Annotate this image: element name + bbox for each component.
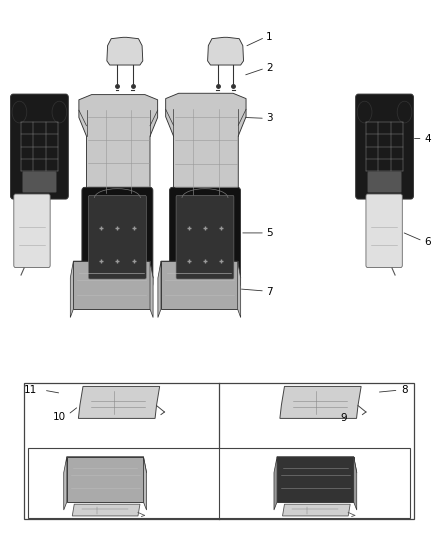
Polygon shape (67, 457, 143, 502)
Text: 7: 7 (266, 287, 273, 297)
Ellipse shape (397, 101, 412, 123)
Polygon shape (283, 504, 350, 516)
Bar (28, 448, 410, 518)
Polygon shape (74, 261, 150, 309)
Ellipse shape (357, 101, 372, 123)
FancyBboxPatch shape (170, 187, 240, 287)
FancyBboxPatch shape (367, 172, 402, 192)
Text: 5: 5 (266, 228, 273, 238)
Polygon shape (158, 261, 161, 318)
Text: 1: 1 (266, 33, 273, 42)
Ellipse shape (12, 101, 27, 123)
Polygon shape (237, 261, 240, 318)
Polygon shape (70, 261, 74, 318)
Bar (24, 383, 414, 519)
Ellipse shape (52, 101, 67, 123)
Polygon shape (72, 504, 140, 516)
FancyBboxPatch shape (88, 195, 146, 279)
Polygon shape (67, 457, 146, 473)
Polygon shape (150, 261, 153, 318)
Polygon shape (280, 386, 361, 418)
Polygon shape (161, 261, 240, 278)
Text: 3: 3 (266, 114, 273, 123)
Polygon shape (277, 457, 357, 473)
Polygon shape (143, 457, 146, 510)
Polygon shape (208, 37, 244, 65)
Polygon shape (277, 457, 354, 502)
Polygon shape (161, 261, 237, 309)
FancyBboxPatch shape (14, 194, 50, 268)
Polygon shape (274, 457, 277, 510)
Polygon shape (166, 93, 246, 200)
FancyBboxPatch shape (22, 172, 57, 192)
Text: 8: 8 (401, 385, 407, 395)
Polygon shape (64, 457, 67, 510)
FancyBboxPatch shape (356, 94, 413, 199)
Polygon shape (107, 37, 143, 65)
Polygon shape (78, 386, 159, 418)
Polygon shape (354, 457, 357, 510)
FancyBboxPatch shape (366, 194, 402, 268)
Text: 6: 6 (424, 237, 431, 247)
Text: 9: 9 (341, 413, 347, 423)
Text: 2: 2 (266, 63, 273, 73)
Text: 4: 4 (424, 134, 431, 143)
FancyBboxPatch shape (82, 187, 153, 287)
Polygon shape (74, 261, 153, 278)
FancyBboxPatch shape (11, 94, 68, 199)
Text: 11: 11 (24, 385, 37, 395)
Text: 10: 10 (53, 412, 66, 422)
Polygon shape (79, 95, 158, 199)
FancyBboxPatch shape (176, 195, 234, 279)
